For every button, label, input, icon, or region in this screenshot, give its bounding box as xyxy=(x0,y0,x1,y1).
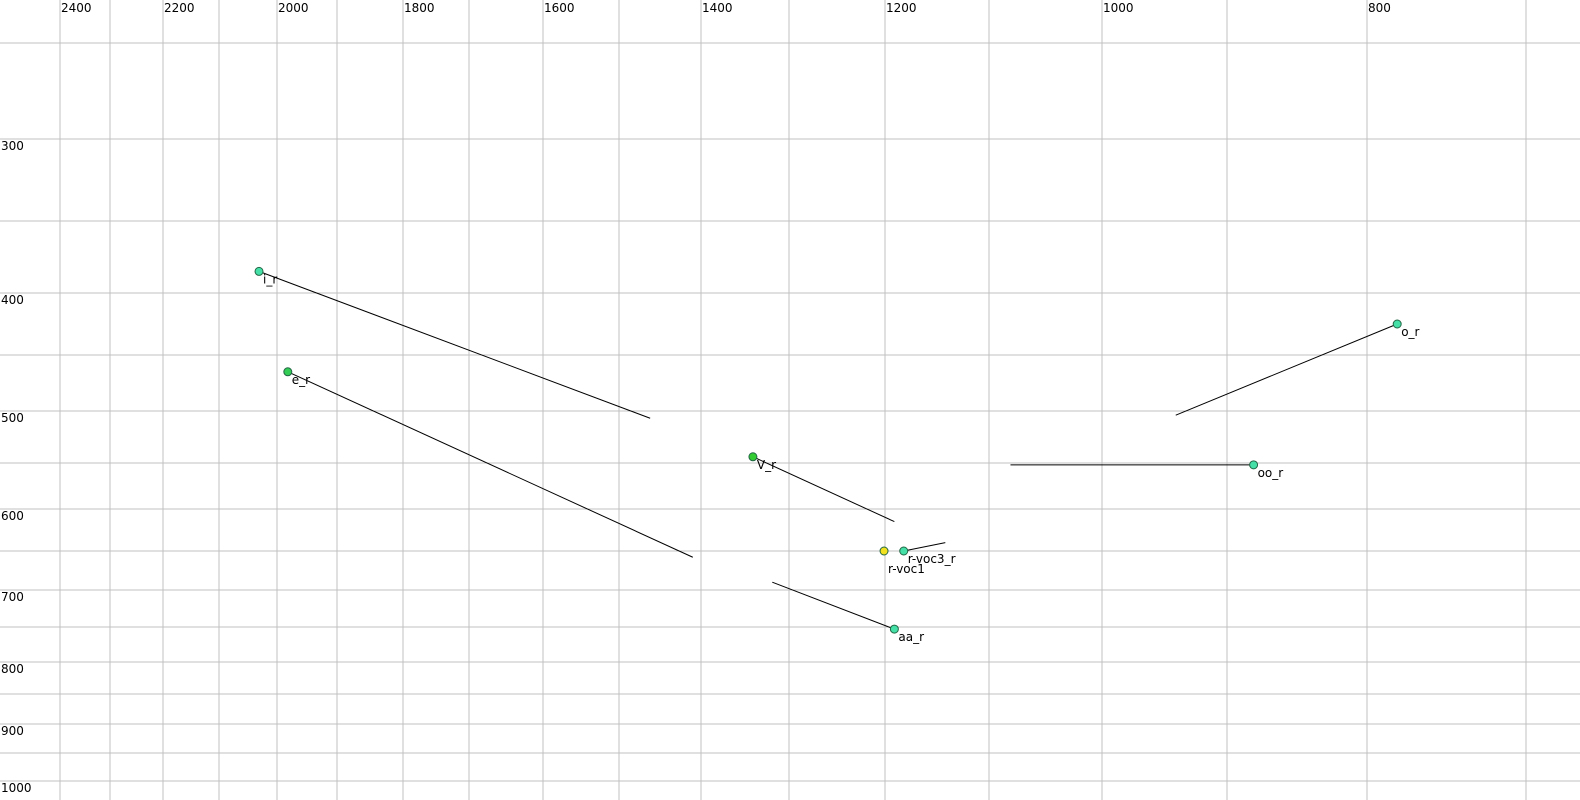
y-tick-label: 500 xyxy=(1,411,24,425)
x-tick-label: 2400 xyxy=(61,1,92,15)
data-point xyxy=(1249,460,1259,470)
trajectory-line xyxy=(772,581,895,630)
x-tick-label: 1000 xyxy=(1103,1,1134,15)
point-label: aa_r xyxy=(898,630,924,644)
y-tick-label: 400 xyxy=(1,293,24,307)
point-label: e_r xyxy=(292,373,310,387)
point-label: r-voc3_r xyxy=(908,552,956,566)
data-point xyxy=(748,452,758,462)
trajectory-line xyxy=(258,270,651,419)
x-tick-label: 2200 xyxy=(164,1,195,15)
x-tick-label: 1400 xyxy=(702,1,733,15)
y-tick-label: 800 xyxy=(1,662,24,676)
point-label: r-voc1 xyxy=(888,562,925,576)
data-point xyxy=(1392,319,1402,329)
x-tick-label: 1800 xyxy=(404,1,435,15)
data-point xyxy=(879,546,889,556)
x-tick-label: 1200 xyxy=(886,1,917,15)
y-tick-label: 900 xyxy=(1,724,24,738)
x-tick-label: 800 xyxy=(1368,1,1391,15)
trajectory-line xyxy=(752,456,895,523)
y-tick-label: 1000 xyxy=(1,781,32,795)
point-label: oo_r xyxy=(1258,466,1284,480)
data-point xyxy=(254,266,264,276)
data-point xyxy=(889,624,899,634)
y-tick-label: 300 xyxy=(1,139,24,153)
point-label: V_r xyxy=(757,458,776,472)
point-label: o_r xyxy=(1401,325,1419,339)
data-point xyxy=(283,367,293,377)
trajectory-line xyxy=(903,542,946,552)
x-tick-label: 2000 xyxy=(278,1,309,15)
trajectory-line xyxy=(287,371,694,558)
data-point xyxy=(899,546,909,556)
x-tick-label: 1600 xyxy=(544,1,575,15)
point-label: i_r xyxy=(263,272,277,286)
trajectory-line xyxy=(1175,323,1398,416)
y-tick-label: 600 xyxy=(1,509,24,523)
y-tick-label: 700 xyxy=(1,590,24,604)
